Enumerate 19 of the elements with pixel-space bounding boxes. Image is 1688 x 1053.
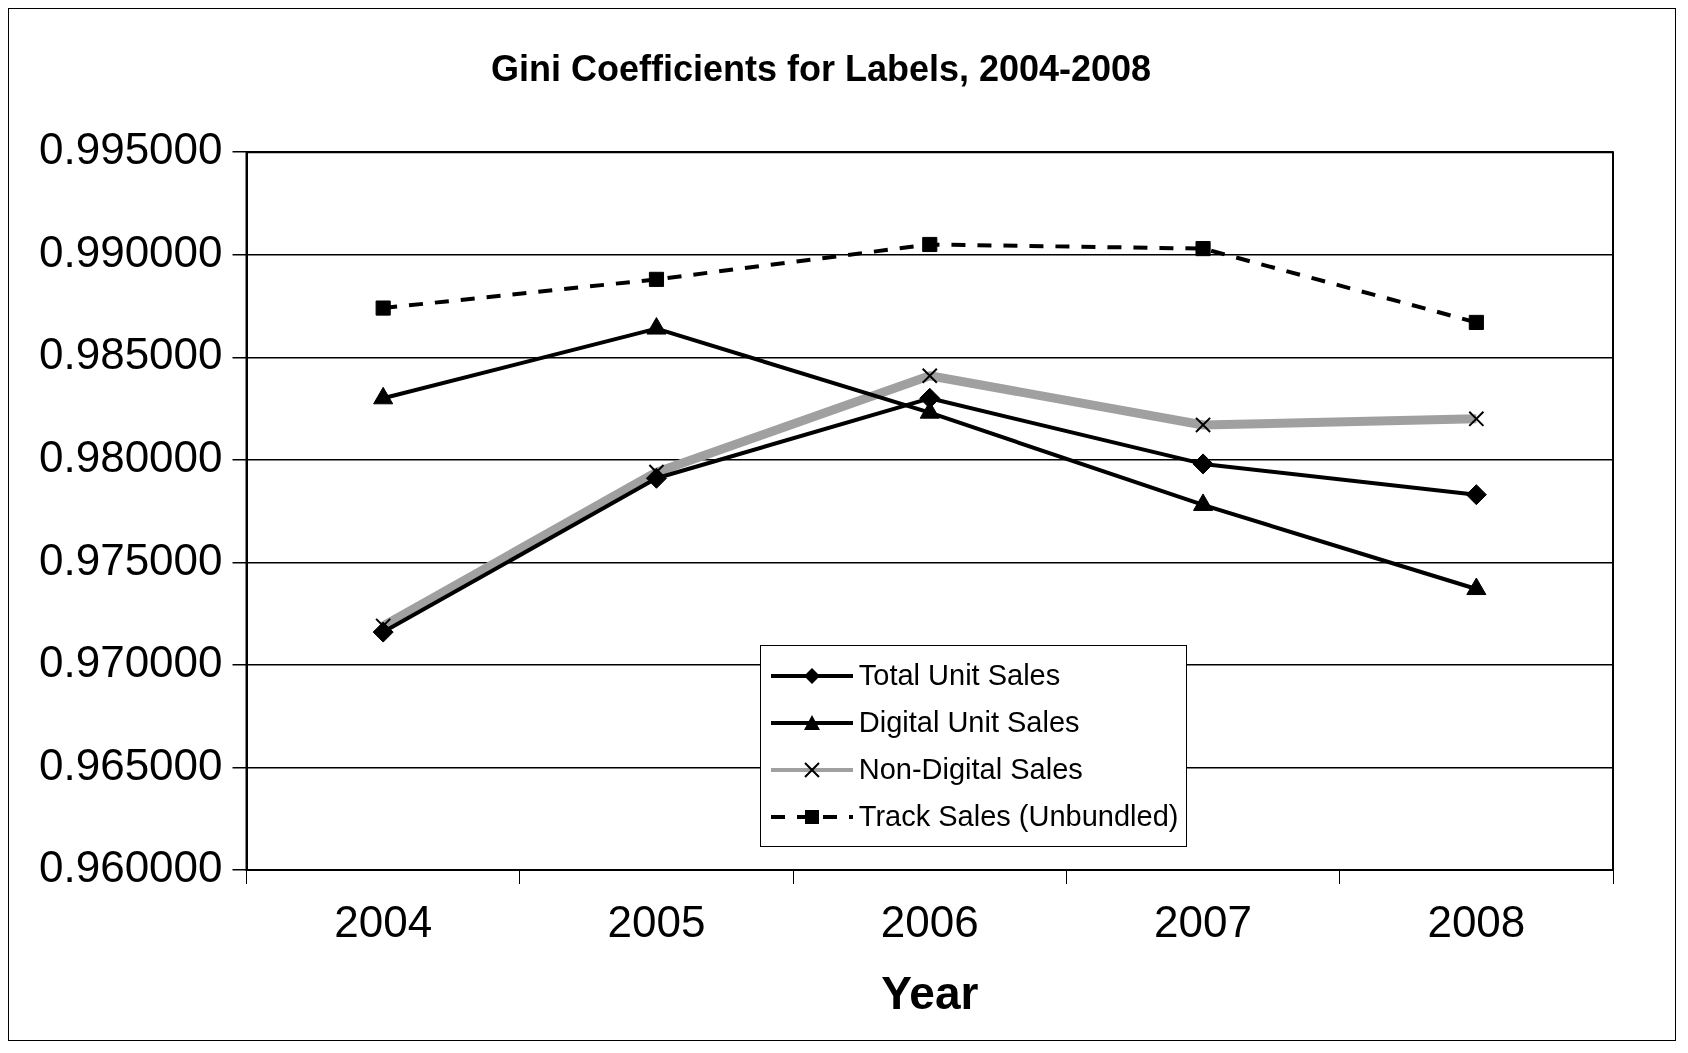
y-tick-label: 0.970000 xyxy=(38,637,223,687)
y-tick-label: 0.960000 xyxy=(38,842,223,892)
y-tick-label: 0.965000 xyxy=(38,739,223,789)
legend-label: Non-Digital Sales xyxy=(858,753,1083,786)
y-tick-label: 0.975000 xyxy=(38,534,223,584)
x-tick-label: 2004 xyxy=(334,896,433,946)
legend-label: Total Unit Sales xyxy=(858,659,1061,692)
legend-label: Track Sales (Unbundled) xyxy=(858,800,1179,833)
y-tick-label: 0.980000 xyxy=(38,431,223,481)
y-tick-label: 0.990000 xyxy=(38,226,223,276)
x-tick-label: 2008 xyxy=(1427,896,1526,946)
chart-title: Gini Coefficients for Labels, 2004-2008 xyxy=(490,47,1152,89)
y-tick-label: 0.985000 xyxy=(38,329,223,379)
y-tick-label: 0.995000 xyxy=(38,124,223,174)
x-axis-title: Year xyxy=(881,967,979,1020)
x-tick-label: 2007 xyxy=(1154,896,1252,946)
x-tick-label: 2006 xyxy=(880,896,979,946)
legend-label: Digital Unit Sales xyxy=(858,706,1080,739)
x-tick-label: 2005 xyxy=(607,896,706,946)
